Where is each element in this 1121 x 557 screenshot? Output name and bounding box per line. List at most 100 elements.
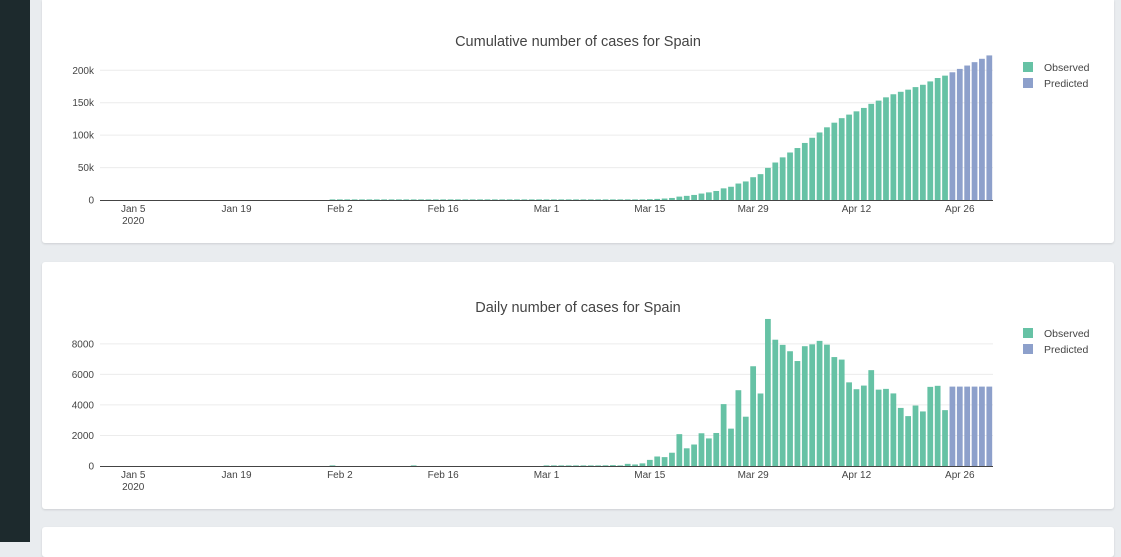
y-tick-label: 2000 [72,431,95,442]
y-tick-label: 4000 [72,400,95,411]
observed-bar [691,194,697,200]
observed-bar [587,199,594,200]
observed-bar [639,463,646,466]
observed-bar [610,199,616,200]
observed-bar [580,199,587,200]
observed-bar [344,199,351,200]
observed-bar [920,84,926,200]
observed-bar [860,385,867,466]
observed-bar [366,199,373,200]
x-tick-label: Feb 2 [327,204,353,215]
observed-bar [831,357,838,466]
observed-bar [728,186,734,200]
observed-bar [676,196,683,200]
observed-bar [831,122,838,200]
observed-bar [632,199,638,200]
observed-bar [720,404,727,466]
observed-bar [683,448,690,466]
predicted-bar [964,386,971,466]
observed-bar [654,456,661,466]
observed-bar [617,465,624,466]
observed-bar [403,199,410,200]
x-tick-label: Jan 19 [222,470,252,481]
observed-bar [875,100,882,200]
observed-bar [705,438,712,466]
observed-bar [801,142,808,200]
x-tick-label: Feb 16 [428,470,460,481]
observed-bar [853,111,860,200]
legend-swatch[interactable] [1023,62,1033,72]
observed-bar [838,359,845,466]
observed-bar [669,197,675,200]
observed-bar [720,188,727,200]
observed-bar [765,167,771,200]
observed-bar [757,393,764,466]
observed-bar [794,148,801,200]
observed-bar [558,199,565,200]
observed-bar [683,195,690,200]
observed-bar [765,318,771,466]
observed-bar [772,339,779,466]
predicted-bar [956,386,963,466]
observed-bar [359,199,365,200]
predicted-bar [971,386,978,466]
legend-label[interactable]: Observed [1044,328,1090,340]
y-tick-label: 150k [72,98,95,109]
observed-bar [595,465,602,466]
observed-bar [425,199,432,200]
x-tick-label: Feb 2 [327,470,353,481]
observed-bar [816,340,823,466]
legend-label[interactable]: Predicted [1044,344,1089,356]
x-tick-label: Mar 1 [534,204,560,215]
legend-swatch[interactable] [1023,78,1033,88]
y-tick-label: 8000 [72,339,95,350]
legend-swatch[interactable] [1023,328,1033,338]
observed-bar [816,132,823,200]
legend-label[interactable]: Predicted [1044,78,1089,90]
observed-bar [846,114,852,200]
observed-bar [602,465,609,466]
observed-bar [883,388,889,466]
x-tick-label: Jan 5 [121,204,146,215]
daily-cases-card: Daily number of cases for Spain 0 2000 400… [42,262,1114,509]
x-tick-label: Jan 5 [121,470,146,481]
observed-bar [750,366,757,466]
observed-bar [565,465,572,466]
x-tick-label: Apr 26 [945,204,975,215]
observed-bar [713,432,720,466]
observed-bar [617,199,624,200]
chart-title: Cumulative number of cases for Spain [455,34,701,50]
observed-bar [580,465,587,466]
observed-bar [573,465,579,466]
x-tick-label: Mar 15 [634,470,666,481]
legend-swatch[interactable] [1023,344,1033,354]
observed-bar [624,463,631,466]
next-card [42,527,1114,557]
y-tick-label: 6000 [72,370,95,381]
sidebar-strip [0,0,30,542]
y-tick-label: 100k [72,131,95,142]
observed-bar [705,192,712,200]
observed-bar [942,75,948,200]
y-tick-label: 50k [78,163,95,174]
observed-bar [543,199,550,200]
observed-bar [772,162,779,200]
observed-bar [934,385,941,466]
legend-label[interactable]: Observed [1044,62,1090,74]
observed-bar [905,416,912,466]
x-tick-label: Apr 12 [842,204,872,215]
x-tick-label: Mar 15 [634,204,666,215]
observed-bar [543,465,550,466]
observed-bar [698,193,705,200]
observed-bar [897,91,904,200]
observed-bar [927,81,934,200]
observed-bar [920,411,926,466]
predicted-bar [986,55,993,201]
x-tick-label: Mar 1 [534,470,560,481]
predicted-bar [979,386,985,466]
cumulative-cases-card: Cumulative number of cases for Spain 0 50… [42,0,1114,243]
observed-bar [676,434,683,466]
observed-bar [809,137,816,200]
observed-bar [742,416,749,466]
observed-bar [868,370,875,466]
